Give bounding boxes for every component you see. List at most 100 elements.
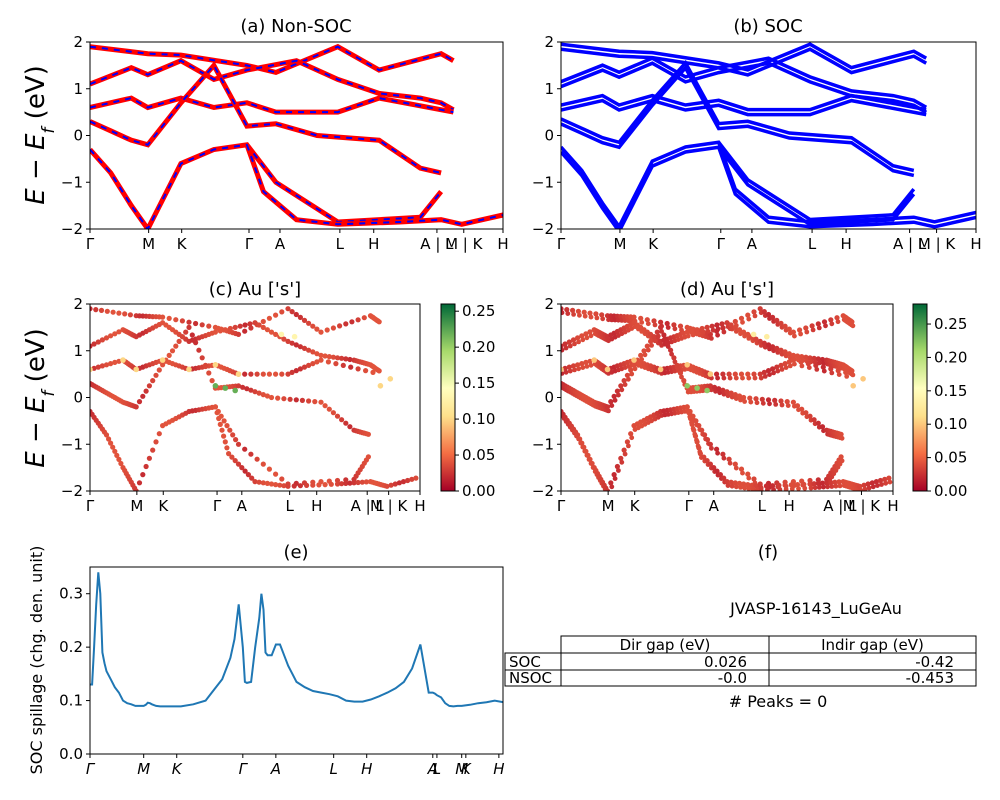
xtick-label-a: Γ <box>86 235 95 253</box>
band-point <box>774 364 780 370</box>
band-point-weighted <box>235 371 242 377</box>
band-point <box>675 367 681 372</box>
band-point <box>621 378 627 384</box>
xtick-label-c: Γ <box>213 497 222 515</box>
band-line-soc <box>561 47 928 77</box>
band-point <box>794 353 801 359</box>
band-point <box>333 361 339 367</box>
band-point <box>763 483 770 489</box>
band-point <box>575 432 581 438</box>
band-point <box>765 311 772 318</box>
band-point <box>765 397 772 403</box>
band-point <box>405 477 411 484</box>
xtick-label-c: A | L <box>351 497 385 515</box>
band-point <box>738 371 745 377</box>
band-point <box>256 322 262 328</box>
panel-c-title: (c) Au ['s'] <box>209 279 301 300</box>
band-point <box>140 472 146 478</box>
band-point <box>266 315 272 321</box>
band-point <box>728 322 734 328</box>
band-point <box>127 312 133 318</box>
band-point <box>133 404 139 410</box>
ytick-label-c: 0 <box>73 389 83 407</box>
band-point <box>829 321 835 327</box>
band-point <box>193 320 199 327</box>
band-point <box>736 393 743 399</box>
ytick-label-d: −2 <box>532 482 554 500</box>
band-point <box>765 342 772 348</box>
panel-c-colorbar <box>440 303 456 492</box>
band-point <box>716 386 722 392</box>
band-point-weighted <box>387 376 394 382</box>
band-point <box>248 451 254 457</box>
band-point <box>199 322 205 328</box>
band-point <box>778 347 784 353</box>
panel-e-frame <box>89 566 504 755</box>
ytick-label-b: 0 <box>544 127 554 145</box>
band-point <box>230 432 236 438</box>
band-point <box>710 327 716 333</box>
band-point <box>306 320 312 326</box>
band-point-weighted <box>850 383 856 389</box>
band-point <box>644 343 650 349</box>
band-point <box>732 318 738 325</box>
band-point <box>581 309 587 315</box>
band-point <box>652 338 658 344</box>
table-cell: -0.0 <box>718 669 747 687</box>
band-point <box>738 485 743 490</box>
band-point <box>799 354 805 360</box>
band-line-nsoc <box>90 95 454 115</box>
band-point <box>632 366 638 372</box>
band-point <box>330 354 336 360</box>
band-point <box>631 314 637 320</box>
band-point <box>413 475 419 481</box>
band-point-weighted <box>657 366 664 373</box>
colorbar-tick-label: 0.20 <box>934 348 967 366</box>
band-point <box>761 340 767 346</box>
band-point <box>865 481 871 487</box>
band-point <box>821 319 828 325</box>
ytick-label-e: 0.0 <box>59 745 83 763</box>
band-point <box>815 480 821 486</box>
band-point <box>720 371 726 377</box>
band-point <box>396 480 402 486</box>
band-point <box>732 461 738 467</box>
band-point <box>235 441 242 447</box>
panel-e-plot: 0.30.20.10.0Γ M K Γ A L H AL MK H <box>59 572 505 778</box>
band-point <box>622 382 628 387</box>
band-point <box>811 417 817 423</box>
band-point <box>671 355 677 361</box>
band-point <box>388 482 394 488</box>
band-point <box>783 486 789 491</box>
band-point <box>289 340 295 346</box>
band-point <box>782 349 788 355</box>
band-point <box>330 325 336 331</box>
band-line-nsoc-overlay <box>90 97 454 114</box>
band-point <box>786 326 792 332</box>
band-point <box>273 371 279 377</box>
band-point <box>343 420 349 426</box>
band-point <box>561 306 564 312</box>
ytick-label-a: 1 <box>73 80 83 98</box>
panel-c-colorbar-ticks: 0.25 0.20 0.15 0.10 0.05 0.00 <box>455 302 495 500</box>
band-point <box>658 324 664 330</box>
band-point <box>260 318 266 325</box>
band-point <box>297 344 303 350</box>
band-point <box>99 337 105 343</box>
band-point <box>628 367 634 373</box>
band-point <box>252 320 258 326</box>
table-cell: -0.42 <box>915 653 954 671</box>
band-point <box>328 481 334 487</box>
colorbar-tick-label: 0.15 <box>934 382 967 400</box>
band-point <box>614 388 621 394</box>
band-point-weighted <box>120 357 126 363</box>
band-point <box>728 390 734 396</box>
xtick-label-e: M <box>455 760 468 778</box>
band-point <box>260 480 266 486</box>
band-point <box>116 310 122 316</box>
band-line-nsoc-overlay <box>90 59 454 111</box>
band-point <box>655 333 661 339</box>
band-point <box>99 363 105 369</box>
band-point <box>209 378 215 384</box>
